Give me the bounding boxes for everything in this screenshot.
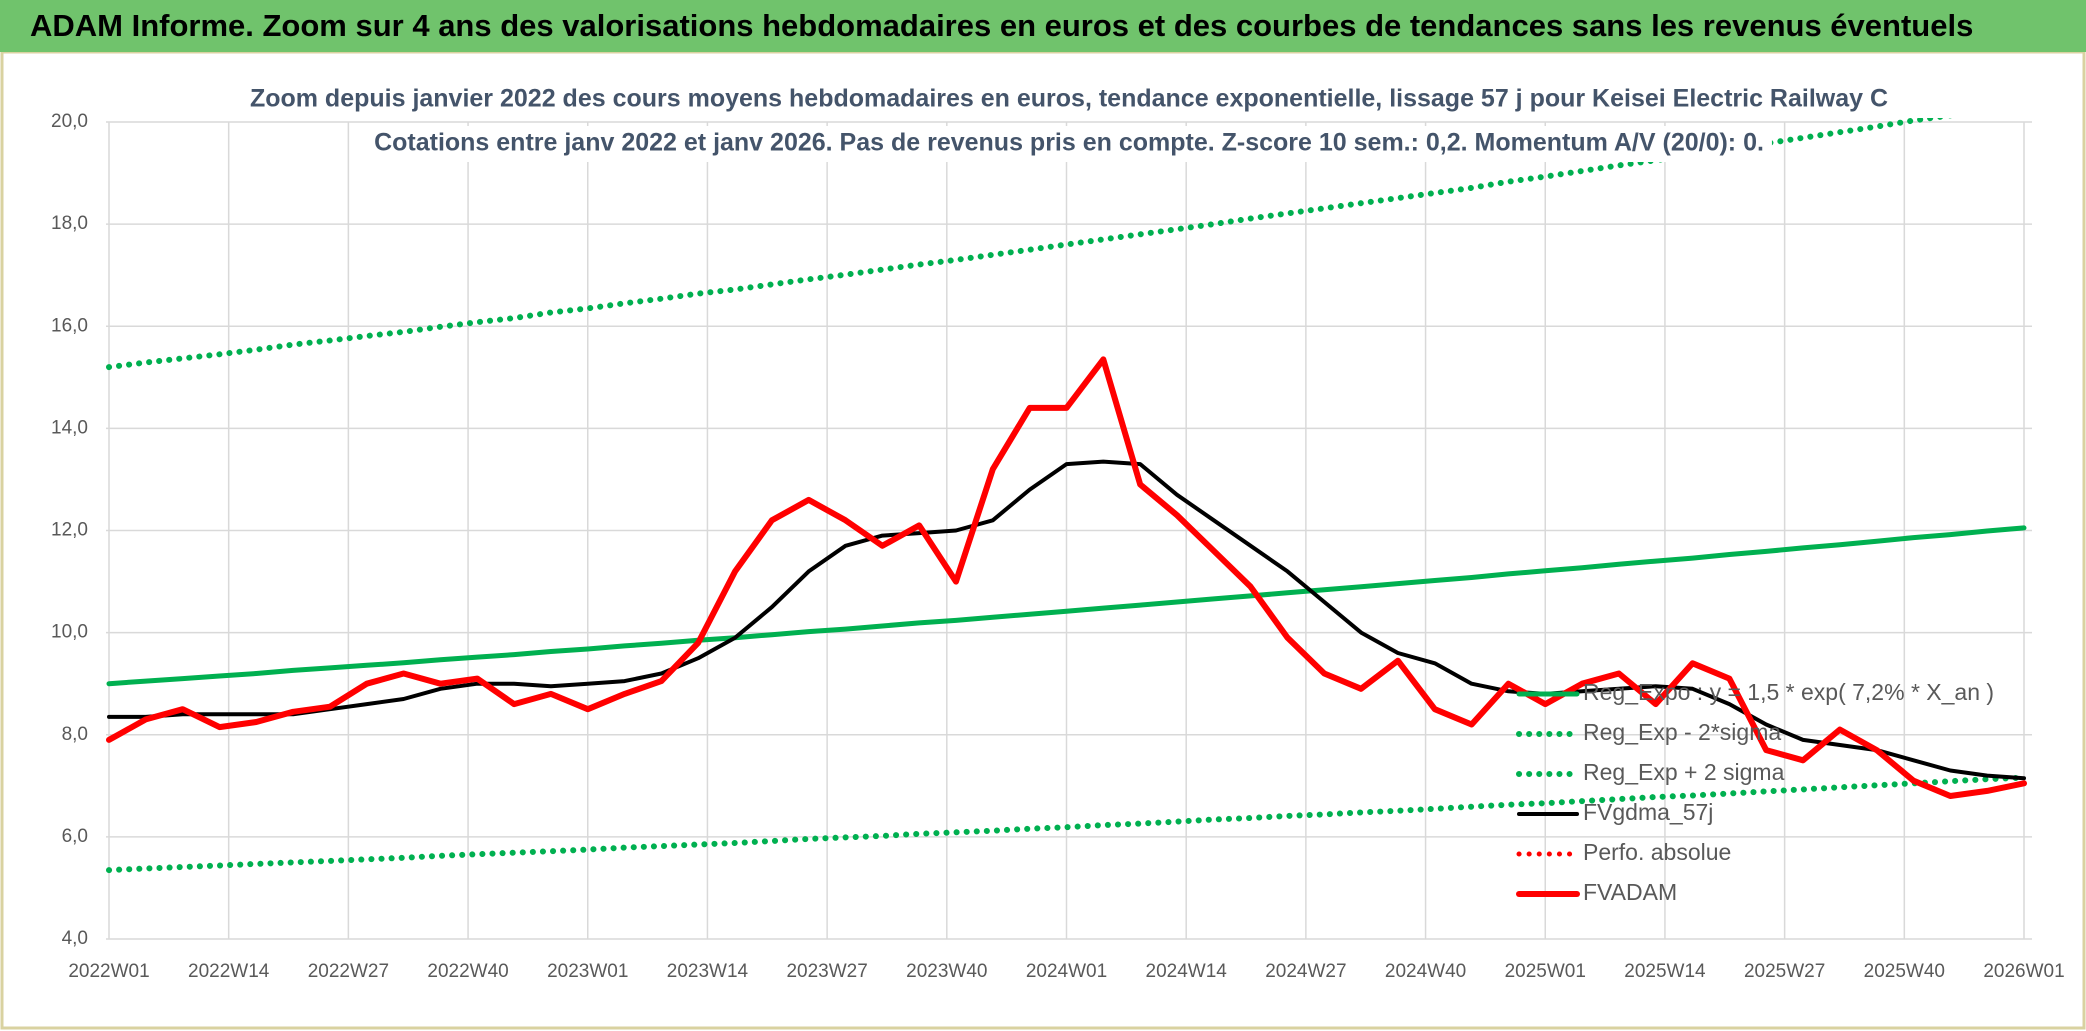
y-tick-label: 16,0 xyxy=(51,315,88,336)
subtitles: Zoom depuis janvier 2022 des cours moyen… xyxy=(241,82,1897,162)
x-tick-label: 2023W01 xyxy=(547,961,628,982)
legend-label: Reg_Expo : y = 1,5 * exp( 7,2% * X_an ) xyxy=(1583,679,1994,705)
subtitle-background xyxy=(241,82,1897,118)
series-line xyxy=(106,525,2027,687)
x-tick-label: 2023W40 xyxy=(906,961,987,982)
x-tick-label: 2022W01 xyxy=(68,961,149,982)
legend-label: Perfo. absolue xyxy=(1583,839,1731,865)
subtitle-background xyxy=(366,126,1772,162)
legend-label: FVADAM xyxy=(1583,879,1677,905)
chart-subtitle: Cotations entre janv 2022 et janv 2026. … xyxy=(374,129,1764,157)
y-tick-label: 10,0 xyxy=(51,622,88,643)
x-tick-label: 2024W27 xyxy=(1265,961,1346,982)
y-tick-label: 14,0 xyxy=(51,417,88,438)
legend-label: Reg_Exp + 2 sigma xyxy=(1583,759,1785,785)
plot: 4,0 6,0 8,0 10,0 12,0 14,0 16,0 18,0 20,0 2022W01… xyxy=(51,111,2065,982)
y-tick-label: 12,0 xyxy=(51,520,88,541)
x-tick-label: 2022W27 xyxy=(308,961,389,982)
series-line xyxy=(107,459,2026,781)
x-tick-label: 2024W40 xyxy=(1385,961,1466,982)
header-title: ADAM Informe. Zoom sur 4 ans des valoris… xyxy=(30,8,1973,43)
series-line xyxy=(106,356,2027,799)
x-tick-label: 2022W40 xyxy=(427,961,508,982)
x-tick-label: 2025W40 xyxy=(1864,961,1945,982)
x-tick-label: 2024W01 xyxy=(1026,961,1107,982)
legend-label: Reg_Exp - 2*sigma xyxy=(1583,719,1781,745)
x-tick-label: 2025W01 xyxy=(1505,961,1586,982)
header-bar xyxy=(0,0,2086,52)
legend: Reg_Expo : y = 1,5 * exp( 7,2% * X_an ) R… xyxy=(1516,679,1994,905)
x-tick-label: 2023W14 xyxy=(667,961,749,982)
y-tick-label: 4,0 xyxy=(62,928,88,949)
y-tick-label: 6,0 xyxy=(62,826,88,847)
x-tick-label: 2024W14 xyxy=(1146,961,1228,982)
legend-label: FVgdma_57j xyxy=(1583,799,1713,825)
y-tick-label: 18,0 xyxy=(51,213,88,234)
x-tick-label: 2025W27 xyxy=(1744,961,1825,982)
series-line xyxy=(106,118,1953,371)
y-tick-label: 20,0 xyxy=(51,111,88,132)
chart-title: Zoom depuis janvier 2022 des cours moyen… xyxy=(250,85,1888,113)
y-tick-label: 8,0 xyxy=(62,724,88,745)
series-line xyxy=(106,774,2027,874)
x-tick-label: 2025W14 xyxy=(1624,961,1706,982)
x-tick-label: 2023W27 xyxy=(786,961,867,982)
x-tick-label: 2022W14 xyxy=(188,961,270,982)
x-tick-label: 2026W01 xyxy=(1983,961,2064,982)
